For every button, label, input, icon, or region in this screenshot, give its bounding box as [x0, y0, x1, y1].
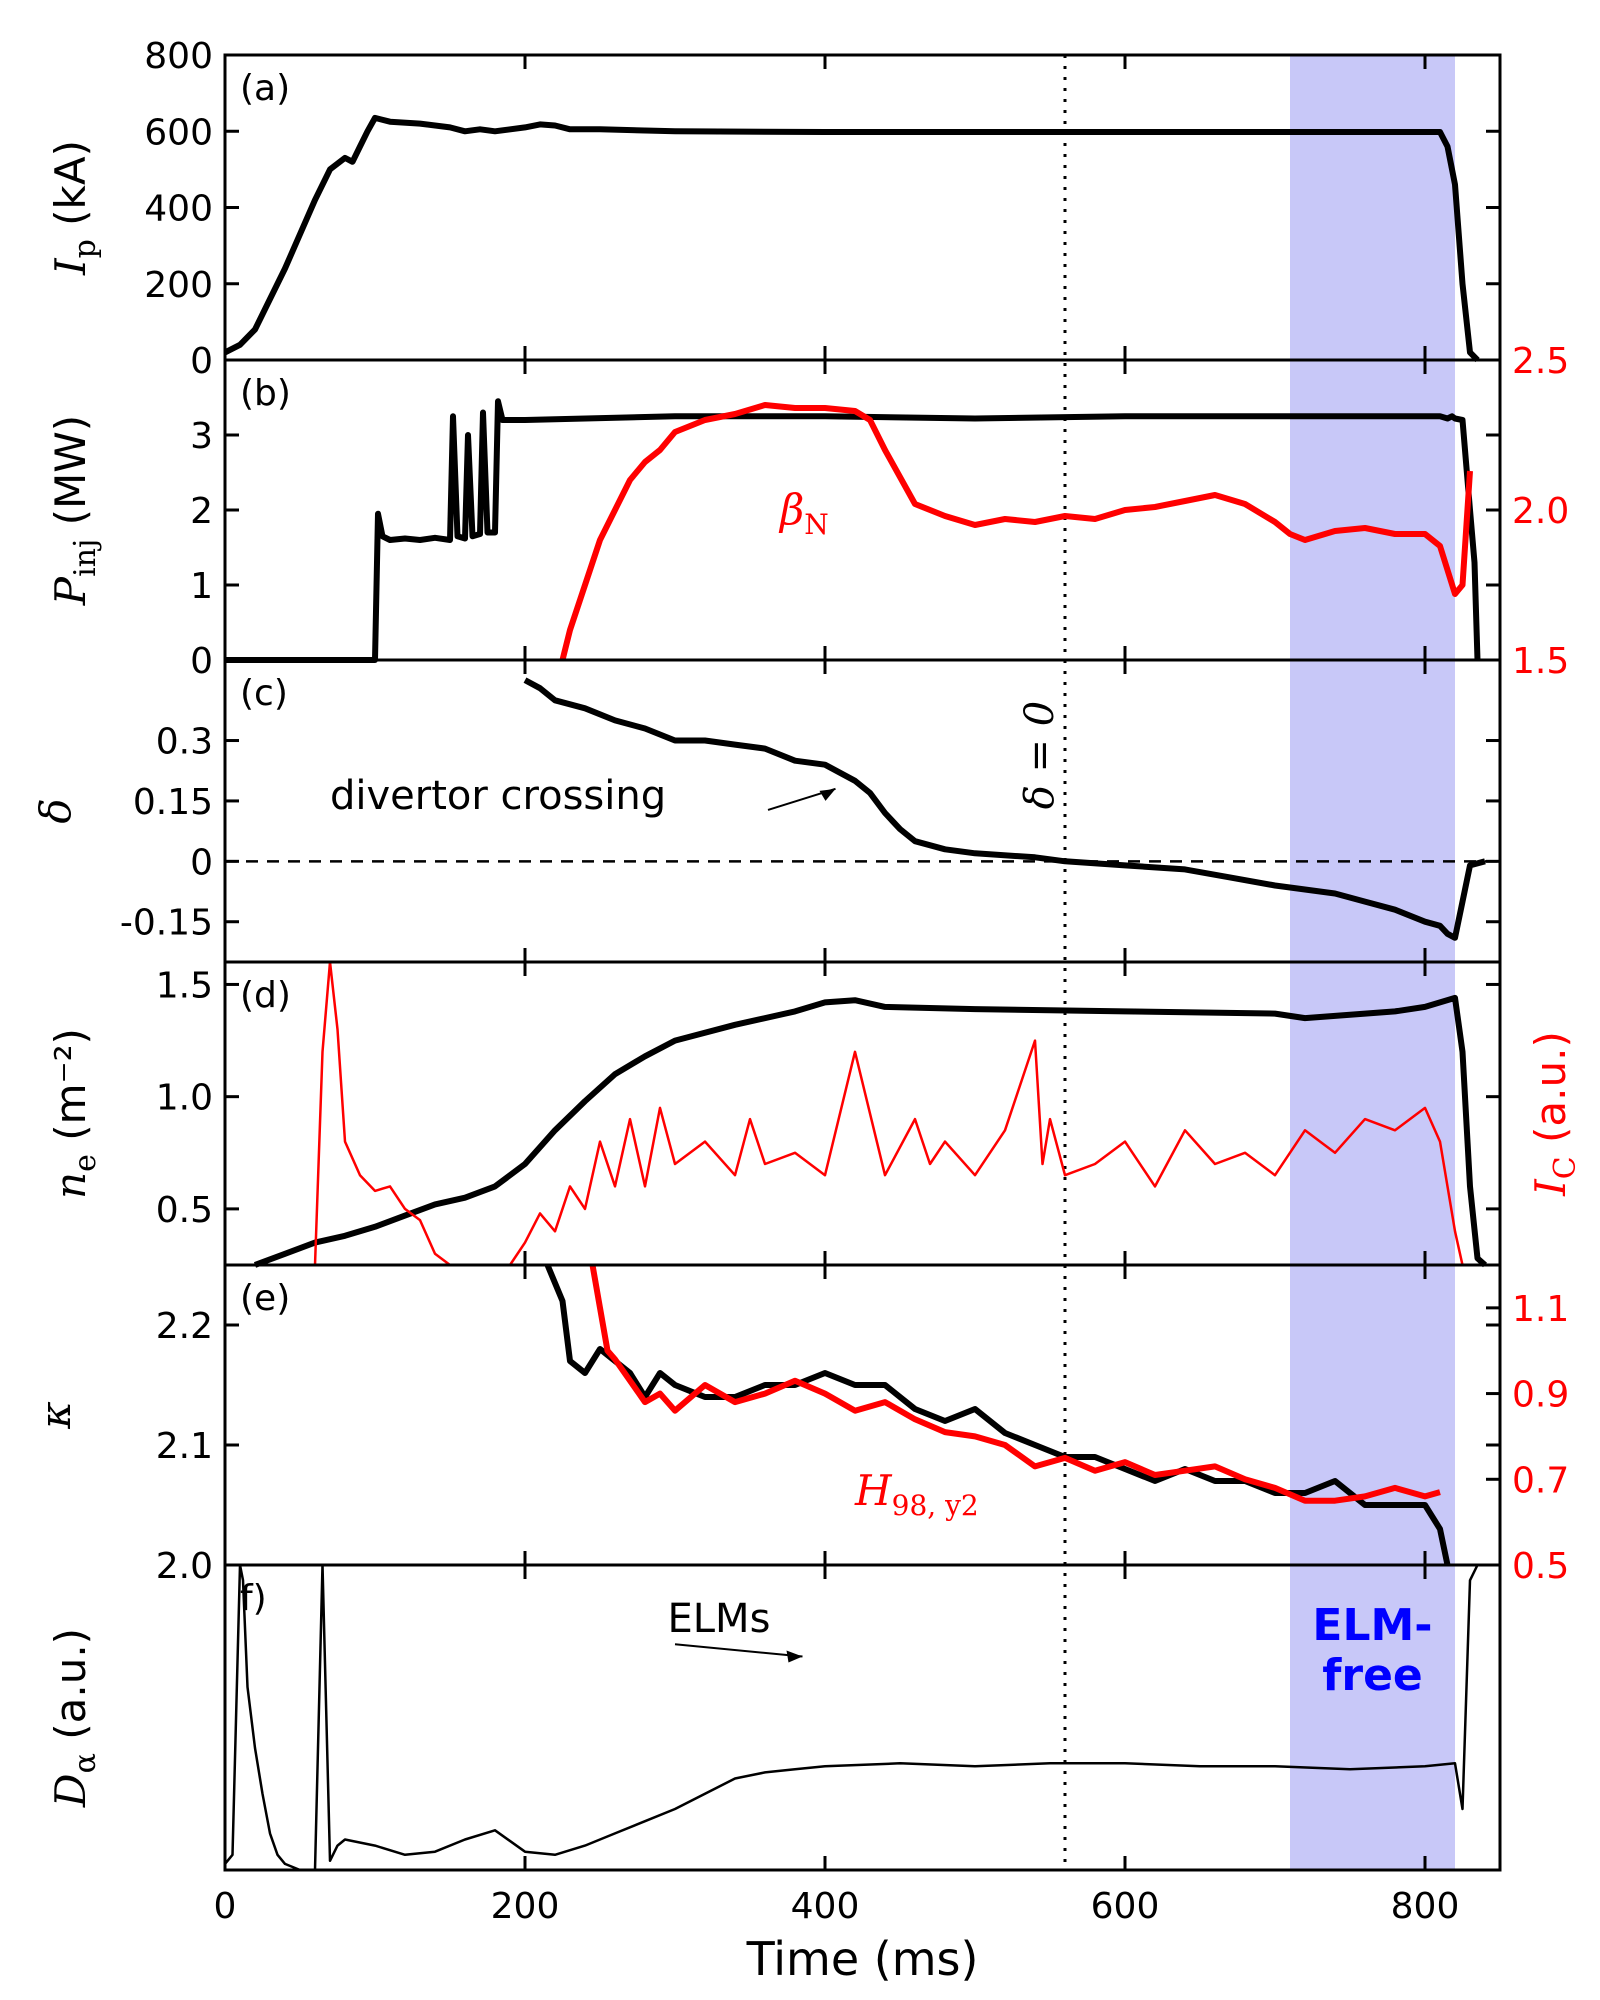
- y-tick-label: 0: [190, 842, 213, 883]
- panel-label: (e): [240, 1278, 290, 1319]
- y-tick-label: 2: [190, 491, 213, 532]
- x-tick-label: 600: [1091, 1886, 1160, 1927]
- h98-annotation: H98, y2: [854, 1466, 979, 1522]
- x-tick-label: 400: [791, 1886, 860, 1927]
- panel-f: f) Dα (a.u.) ELMs: [46, 1563, 1502, 1872]
- panel-frame: [223, 1563, 1502, 1872]
- panel-label: (b): [240, 373, 291, 414]
- y-tick-label: 2.1: [156, 1426, 213, 1467]
- y-axis-label: δ: [31, 798, 80, 823]
- elms-arrowhead: [786, 1650, 803, 1663]
- series-line-e-κ: [544, 1263, 1451, 1566]
- right-y-tick-label: 0.7: [1512, 1460, 1569, 1501]
- x-tick-label: 800: [1391, 1886, 1460, 1927]
- x-axis-label: Time (ms): [746, 1932, 979, 1986]
- y-tick-label: -0.15: [120, 903, 213, 944]
- annotation-arrowhead: [819, 788, 836, 801]
- panel-a: 0 200 400 600 800 (a) Ip (kA): [46, 36, 1502, 382]
- panel-label: (a): [240, 68, 290, 109]
- right-y-tick-label: 1.5: [1512, 641, 1569, 682]
- y-tick-label: 2.2: [156, 1306, 213, 1347]
- elms-annotation: ELMs: [668, 1596, 771, 1642]
- y-axis-label: Pinj (MW): [46, 415, 103, 606]
- series-line-b-P_inj: [225, 398, 1481, 663]
- y-tick-label: 1: [190, 566, 213, 607]
- right-y-tick-label: 0.9: [1512, 1375, 1569, 1416]
- y-tick-label: 400: [144, 189, 213, 230]
- y-tick-label: 0.3: [156, 722, 213, 763]
- panel-d: 0.5 1.0 1.5 (d) ne (m⁻²) IC (a.u.): [46, 960, 1583, 1268]
- beta-n-annotation: βN: [778, 485, 829, 541]
- series-line-d-I_C: [313, 960, 1464, 1267]
- y-axis-label: Ip (kA): [46, 140, 103, 276]
- y-tick-label: 0: [190, 641, 213, 682]
- y-tick-label: 1.0: [156, 1078, 213, 1119]
- series-line-c-δ: [523, 677, 1486, 941]
- right-y-tick-label: 1.1: [1512, 1289, 1569, 1330]
- elms-arrow: [674, 1643, 803, 1658]
- right-y-axis-label: IC (a.u.): [1526, 1031, 1583, 1197]
- x-tick-label: 200: [491, 1886, 560, 1927]
- y-tick-label: 600: [144, 112, 213, 153]
- panel-c: -0.15 0 0.15 0.3 (c) δ divertor crossing: [31, 658, 1502, 964]
- panel-b: 0 1 2 3 1.5 2.0 2.5 (b) Pinj (MW) βN: [46, 341, 1569, 682]
- y-tick-label: 0.15: [133, 782, 213, 823]
- y-tick-label: 0: [190, 341, 213, 382]
- x-tick-label: 0: [214, 1886, 237, 1927]
- elm-free-label-line2: free: [1322, 1650, 1423, 1701]
- y-tick-label: 3: [190, 416, 213, 457]
- panel-label: (d): [240, 975, 291, 1016]
- y-axis-label: Dα (a.u.): [46, 1628, 103, 1808]
- right-y-tick-label: 2.0: [1512, 491, 1569, 532]
- y-tick-label: 0.5: [156, 1190, 213, 1231]
- y-axis-label: κ: [31, 1401, 80, 1430]
- delta-zero-label: δ = 0: [1017, 701, 1063, 809]
- series-line-f-D_α: [224, 1563, 1479, 1872]
- right-y-tick-label: 2.5: [1512, 341, 1569, 382]
- y-tick-label: 200: [144, 265, 213, 306]
- panel-label: f): [240, 1578, 267, 1619]
- panel-e: 2.0 2.1 2.2 0.5 0.7 0.9 1.1 (e) κ H98, y2: [31, 1263, 1569, 1587]
- panel-label: (c): [240, 673, 288, 714]
- series-line-e-H_98,y2: [589, 1264, 1441, 1504]
- elm-free-label-line1: ELM-: [1312, 1600, 1432, 1651]
- right-y-tick-label: 0.5: [1512, 1546, 1569, 1587]
- y-tick-label: 800: [144, 36, 213, 77]
- y-axis-label: ne (m⁻²): [46, 1028, 103, 1199]
- y-tick-label: 2.0: [156, 1546, 213, 1587]
- divertor-crossing-annotation: divertor crossing: [330, 773, 666, 819]
- y-tick-label: 1.5: [156, 965, 213, 1006]
- series-line-a-I_p: [223, 114, 1480, 363]
- series-line-b-β_N: [559, 402, 1473, 661]
